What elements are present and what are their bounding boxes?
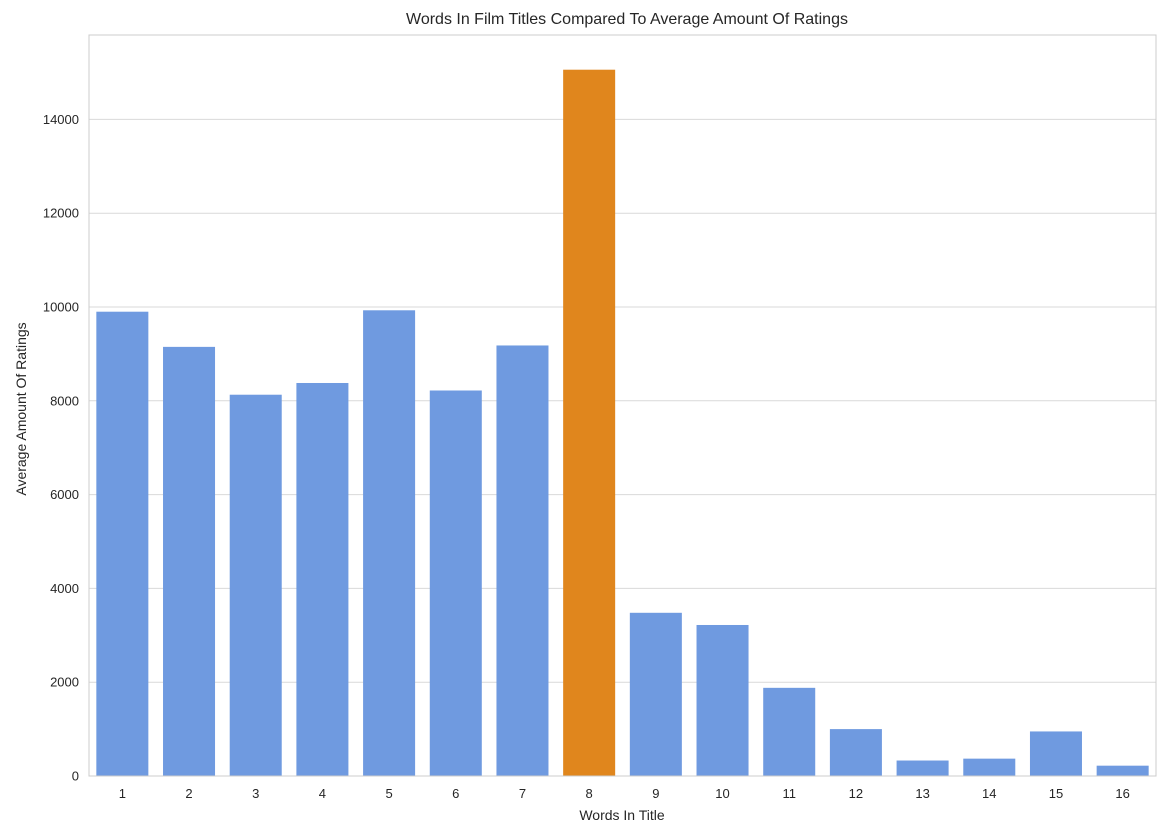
x-tick-label: 7 xyxy=(519,786,526,801)
x-tick-label: 9 xyxy=(652,786,659,801)
bar-14 xyxy=(963,758,1016,776)
y-axis-label: Average Amount Of Ratings xyxy=(13,322,29,495)
bar-2 xyxy=(163,346,216,776)
plot-frame xyxy=(88,34,1157,777)
bar-13 xyxy=(896,760,949,776)
bars xyxy=(96,69,1149,776)
y-tick-label: 14000 xyxy=(43,112,79,127)
x-tick-label: 15 xyxy=(1049,786,1063,801)
x-tick-label: 13 xyxy=(915,786,929,801)
bar-9 xyxy=(629,612,682,776)
x-tick-label: 12 xyxy=(849,786,863,801)
y-tick-label: 6000 xyxy=(50,487,79,502)
x-tick-label: 8 xyxy=(586,786,593,801)
x-tick-label: 14 xyxy=(982,786,996,801)
x-axis-label: Words In Title xyxy=(579,807,665,823)
bar-3 xyxy=(229,394,282,776)
x-tick-labels: 1 2 3 4 5 6 7 8 9 10 11 12 13 14 15 16 xyxy=(119,786,1130,801)
bar-8 xyxy=(563,69,616,776)
bar-16 xyxy=(1096,765,1149,776)
x-tick-label: 6 xyxy=(452,786,459,801)
y-tick-label: 8000 xyxy=(50,393,79,408)
x-tick-label: 3 xyxy=(252,786,259,801)
bar-15 xyxy=(1029,731,1082,776)
x-tick-label: 4 xyxy=(319,786,326,801)
y-tick-labels: 0 2000 4000 6000 8000 10000 12000 14000 xyxy=(43,112,79,784)
bar-1 xyxy=(96,311,149,776)
x-tick-label: 11 xyxy=(782,786,796,801)
y-tick-label: 0 xyxy=(72,769,79,784)
y-tick-label: 4000 xyxy=(50,581,79,596)
bar-10 xyxy=(696,624,749,776)
x-tick-label: 1 xyxy=(119,786,126,801)
y-tick-label: 12000 xyxy=(43,206,79,221)
bar-4 xyxy=(296,382,349,776)
x-tick-label: 2 xyxy=(185,786,192,801)
bar-5 xyxy=(363,310,416,776)
y-tick-label: 2000 xyxy=(50,675,79,690)
bar-11 xyxy=(763,687,816,776)
x-tick-label: 16 xyxy=(1115,786,1129,801)
x-tick-label: 5 xyxy=(385,786,392,801)
bar-7 xyxy=(496,345,549,776)
chart-title: Words In Film Titles Compared To Average… xyxy=(406,11,848,28)
bar-6 xyxy=(429,390,482,776)
bar-12 xyxy=(829,729,882,776)
y-tick-label: 10000 xyxy=(43,300,79,315)
x-tick-label: 10 xyxy=(715,786,729,801)
